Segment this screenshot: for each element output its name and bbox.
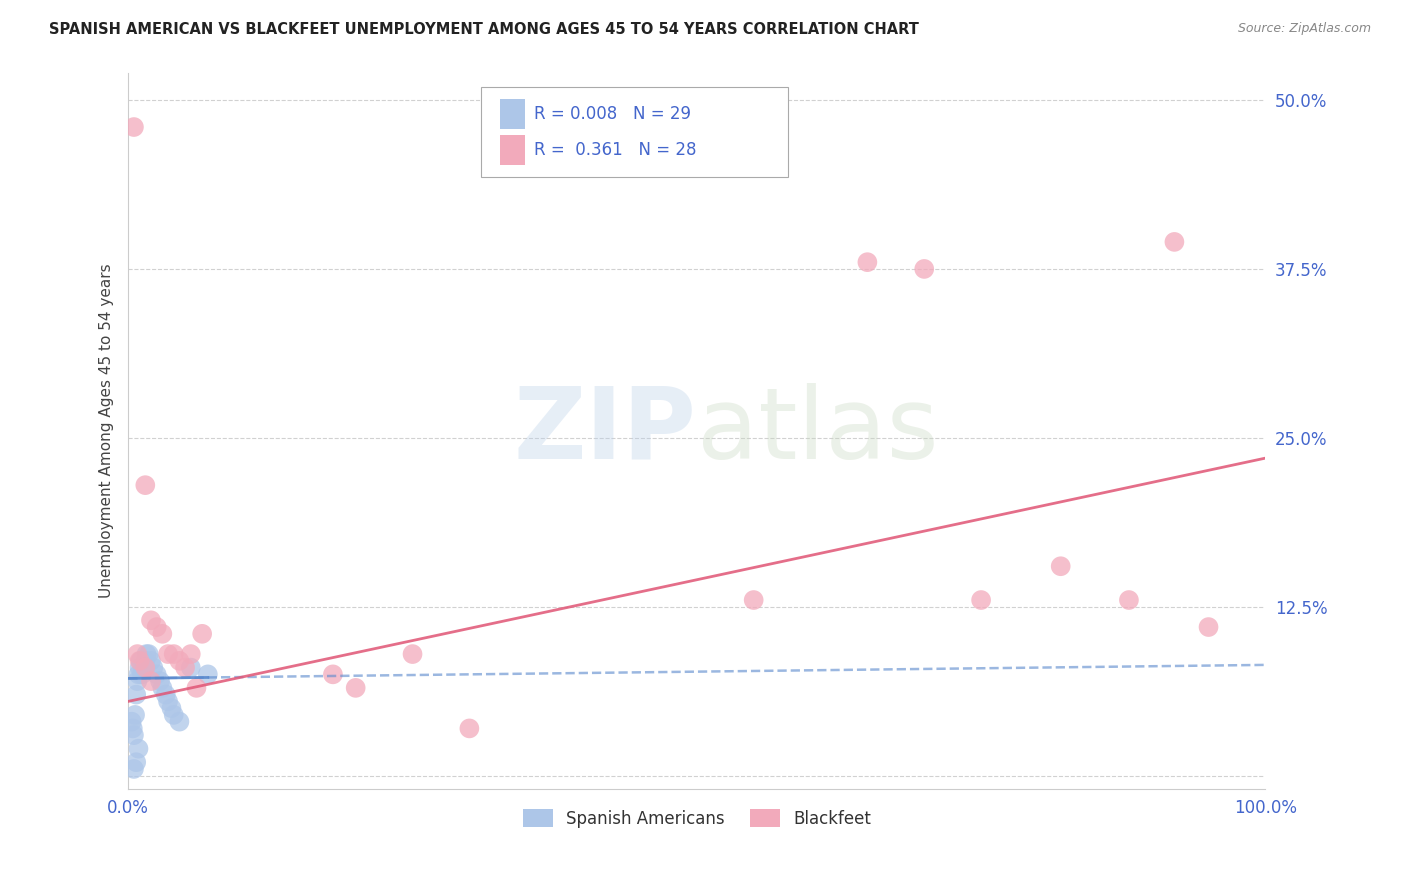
Point (970, 593, 993, 607)
Bar (501, 99, 524, 128)
Point (124, 707, 146, 722)
Bar (501, 135, 524, 165)
Point (134, 478, 156, 492)
Point (1118, 593, 1140, 607)
Legend: Spanish Americans, Blackfeet: Spanish Americans, Blackfeet (516, 803, 877, 835)
Point (163, 647, 186, 661)
Point (122, 762, 145, 776)
Point (145, 667, 167, 681)
Point (131, 667, 153, 681)
Point (169, 654, 191, 668)
Text: SPANISH AMERICAN VS BLACKFEET UNEMPLOYMENT AMONG AGES 45 TO 54 YEARS CORRELATION: SPANISH AMERICAN VS BLACKFEET UNEMPLOYME… (49, 22, 920, 37)
Point (180, 647, 202, 661)
Point (127, 674, 149, 689)
Point (129, 654, 152, 668)
Point (149, 674, 172, 689)
Point (142, 660, 165, 674)
Point (150, 681, 173, 695)
Point (125, 755, 148, 769)
Point (912, 261, 935, 276)
Point (134, 654, 156, 668)
Point (135, 647, 157, 661)
Point (121, 714, 143, 729)
Text: Source: ZipAtlas.com: Source: ZipAtlas.com (1237, 22, 1371, 36)
Point (139, 613, 162, 627)
Point (191, 627, 214, 641)
Point (169, 714, 191, 729)
Point (157, 647, 180, 661)
Point (132, 660, 155, 674)
Point (125, 688, 148, 702)
Point (856, 255, 879, 269)
Point (139, 674, 162, 689)
Point (128, 660, 150, 674)
Point (160, 701, 183, 715)
Point (127, 647, 149, 661)
Point (742, 593, 765, 607)
Point (180, 660, 202, 674)
Point (1049, 559, 1071, 574)
Point (122, 120, 145, 134)
Point (174, 660, 197, 674)
Point (138, 647, 160, 661)
Point (322, 667, 344, 681)
Point (145, 620, 167, 634)
Text: R = 0.008   N = 29: R = 0.008 N = 29 (534, 104, 692, 123)
Point (401, 647, 423, 661)
Text: atlas: atlas (697, 383, 938, 480)
Point (157, 694, 180, 708)
Point (127, 667, 149, 681)
Point (1163, 235, 1185, 249)
Point (197, 667, 219, 681)
Point (344, 681, 367, 695)
Point (122, 728, 145, 742)
FancyBboxPatch shape (481, 87, 787, 177)
Text: ZIP: ZIP (515, 383, 697, 480)
Text: R =  0.361   N = 28: R = 0.361 N = 28 (534, 141, 697, 159)
Point (186, 681, 208, 695)
Point (139, 654, 162, 668)
Point (128, 654, 150, 668)
Point (127, 741, 149, 756)
Point (134, 660, 156, 674)
Point (150, 627, 173, 641)
Point (1198, 620, 1220, 634)
Point (458, 722, 481, 736)
Point (163, 707, 186, 722)
Point (121, 722, 143, 736)
Y-axis label: Unemployment Among Ages 45 to 54 years: Unemployment Among Ages 45 to 54 years (100, 264, 114, 599)
Point (155, 688, 177, 702)
